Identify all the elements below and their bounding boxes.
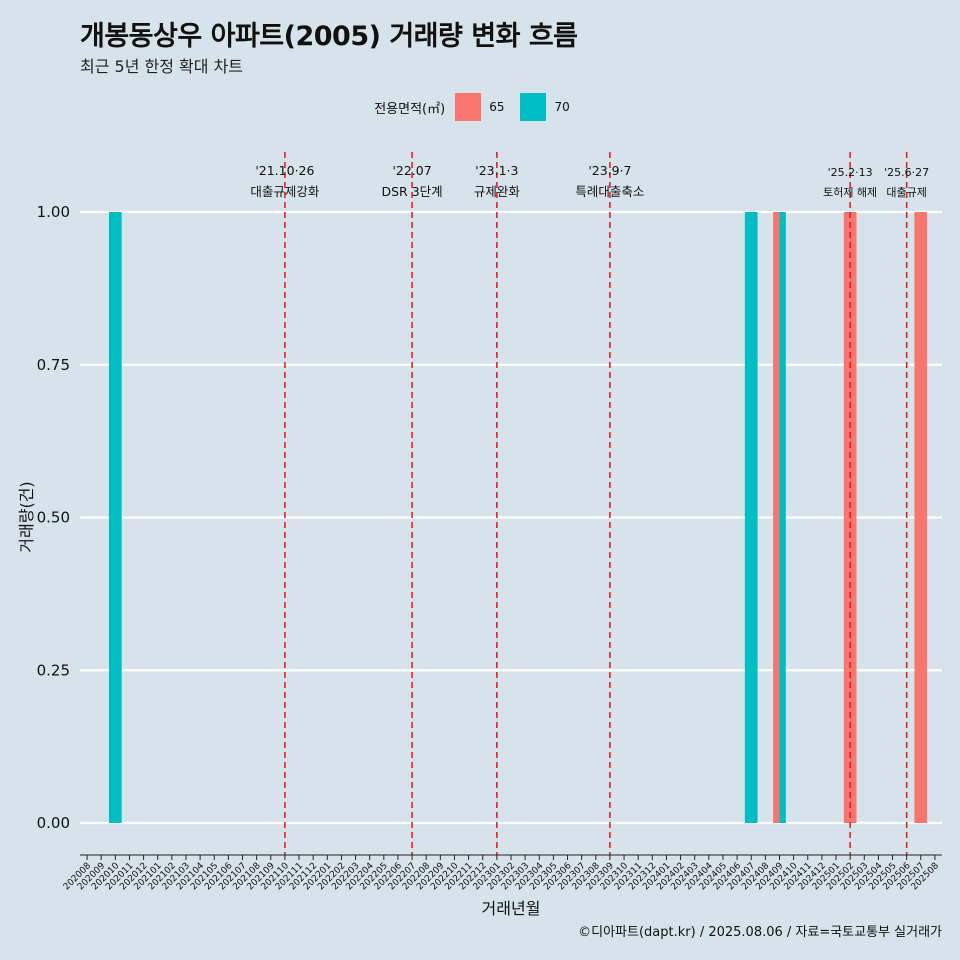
chart-subtitle: 최근 5년 한정 확대 차트 bbox=[80, 57, 244, 76]
legend: 전용면적(㎡) 65 70 bbox=[0, 92, 960, 122]
y-tick-label: 0.50 bbox=[37, 509, 70, 527]
bar-65-202507 bbox=[914, 212, 928, 823]
event-date-label: '22.07 bbox=[392, 163, 431, 178]
bar-65-202409 bbox=[773, 212, 780, 823]
event-date-label: '23.9·7 bbox=[588, 163, 631, 178]
legend-label-65: 65 bbox=[489, 100, 505, 114]
bar-70-202407 bbox=[744, 212, 758, 823]
y-tick-label: 0.75 bbox=[37, 356, 70, 374]
event-label: DSR 3단계 bbox=[381, 184, 442, 199]
legend-key-65 bbox=[455, 93, 482, 121]
bar-70-202010 bbox=[108, 212, 122, 823]
chart-title: 개봉동상우 아파트(2005) 거래량 변화 흐름 bbox=[80, 21, 578, 52]
event-label: 특례대출축소 bbox=[575, 184, 644, 199]
event-date-label: '25.2·13 bbox=[828, 166, 873, 179]
legend-key-70 bbox=[520, 93, 547, 121]
y-tick-label: 1.00 bbox=[37, 203, 70, 221]
x-axis-title: 거래년월 bbox=[482, 899, 541, 918]
y-tick-label: 0.25 bbox=[37, 661, 70, 679]
event-label: 토허제 해제 bbox=[823, 185, 877, 199]
event-label: 대출규제강화 bbox=[250, 184, 320, 199]
legend-title: 전용면적(㎡) bbox=[374, 101, 446, 117]
y-tick-label: 0.00 bbox=[37, 814, 70, 832]
event-label: 규제완화 bbox=[474, 184, 521, 199]
event-label: 대출규제 bbox=[886, 186, 926, 199]
event-date-label: '23.1·3 bbox=[475, 163, 518, 178]
legend-label-70: 70 bbox=[554, 100, 570, 114]
bar-70-202409 bbox=[779, 212, 786, 823]
event-date-label: '21.10·26 bbox=[255, 163, 314, 178]
y-axis-title: 거래량(건) bbox=[17, 481, 36, 552]
source-caption: ©디아파트(dapt.kr) / 2025.08.06 / 자료=국토교통부 실… bbox=[578, 925, 942, 940]
event-date-label: '25.6·27 bbox=[884, 166, 929, 179]
